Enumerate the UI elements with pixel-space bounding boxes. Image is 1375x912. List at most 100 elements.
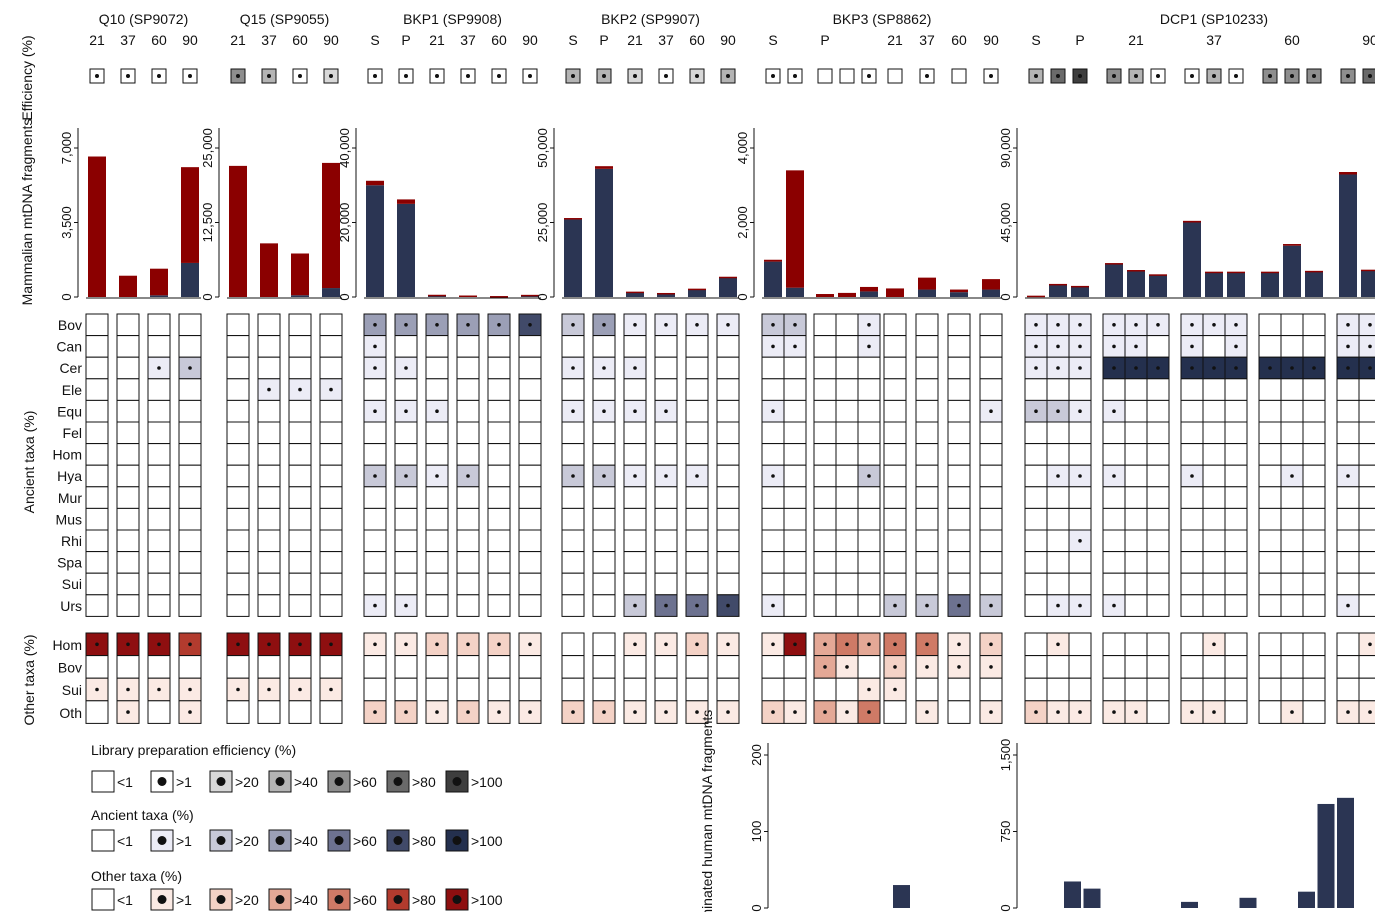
ancient-cell	[654, 356, 678, 380]
ancient-cell	[1102, 421, 1126, 445]
efficiency-dot	[1234, 74, 1238, 78]
other-dot	[126, 687, 130, 692]
efficiency-dot	[157, 74, 161, 78]
sample-label: 21	[887, 32, 903, 48]
other-cell	[947, 700, 971, 724]
mammal-bar	[1339, 174, 1357, 297]
y-tick-label: 12,500	[200, 203, 215, 243]
other-dot	[373, 642, 377, 647]
ancient-cell	[456, 356, 480, 380]
ancient-cell	[85, 572, 109, 596]
ancient-cell	[1124, 594, 1148, 617]
other-dot	[925, 642, 929, 647]
efficiency-dot	[571, 74, 575, 78]
ancient-dot	[867, 344, 871, 349]
ancient-cell	[1280, 399, 1304, 423]
ancient-cell	[685, 356, 709, 380]
sample-label: 37	[460, 32, 476, 48]
ancient-cell	[654, 486, 678, 509]
ancient-cell	[288, 464, 312, 488]
efficiency-dot	[404, 74, 408, 78]
ancient-cell	[1280, 486, 1304, 509]
sample-label: 37	[261, 32, 277, 48]
legend-dot	[275, 777, 285, 786]
ancient-cell	[456, 335, 480, 358]
ancient-cell	[226, 486, 250, 509]
ancient-cell	[394, 443, 418, 466]
efficiency-dot	[793, 74, 797, 78]
ancient-cell	[883, 486, 907, 509]
other-dot	[466, 642, 470, 647]
ancient-cell	[487, 443, 511, 466]
efficiency-dot	[664, 74, 668, 78]
ancient-cell	[1124, 421, 1148, 445]
ancient-dot	[1056, 323, 1060, 327]
ancient-cell	[685, 399, 709, 423]
ancient-cell	[518, 594, 542, 617]
other-cell	[257, 700, 281, 724]
ancient-cell	[1068, 378, 1092, 401]
ancient-dot	[404, 603, 408, 608]
ancient-cell	[319, 399, 343, 423]
legend-label: >1	[176, 774, 192, 790]
ancient-cell	[116, 464, 140, 488]
ancient-cell	[685, 443, 709, 466]
ancient-cell	[761, 443, 785, 466]
ancient-cell	[1358, 486, 1375, 509]
ancient-dot	[1078, 603, 1082, 608]
other-cell	[1224, 632, 1248, 657]
ancient-cell	[518, 356, 542, 380]
ancient-cell	[716, 399, 740, 423]
ancient-cell	[1202, 551, 1226, 574]
y-tick-label: 40,000	[337, 128, 352, 168]
ancient-cell	[1024, 529, 1048, 553]
ancient-dot	[373, 344, 377, 349]
ancient-cell	[518, 378, 542, 401]
ancient-dot	[435, 409, 439, 414]
efficiency-dot	[435, 74, 439, 78]
other-dot	[989, 710, 993, 714]
ancient-cell	[883, 399, 907, 423]
ancient-cell	[288, 443, 312, 466]
other-cell	[1180, 655, 1204, 679]
other-dot	[188, 687, 192, 692]
other-cell	[1258, 655, 1282, 679]
ancient-cell	[979, 464, 1003, 488]
ancient-cell	[947, 486, 971, 509]
deaminated-bar	[1298, 891, 1315, 908]
other-dot	[157, 642, 161, 647]
other-cell	[761, 655, 785, 679]
ancient-cell	[1358, 551, 1375, 574]
ancient-cell	[685, 335, 709, 358]
ancient-cell	[1102, 443, 1126, 466]
ancient-cell	[813, 464, 837, 488]
ancient-cell	[1046, 529, 1070, 553]
efficiency-dot	[188, 74, 192, 78]
ancient-dot	[373, 323, 377, 327]
efficiency-dot	[1368, 74, 1372, 78]
efficiency-dot	[1290, 74, 1294, 78]
other-cell	[1258, 632, 1282, 657]
ancient-cell	[947, 529, 971, 553]
ancient-cell	[319, 507, 343, 531]
ancient-cell	[226, 507, 250, 531]
ancient-cell	[518, 572, 542, 596]
human-bar	[1149, 274, 1167, 276]
mammal-bar	[786, 287, 804, 297]
ancient-cell	[654, 421, 678, 445]
legend-dot	[157, 895, 167, 904]
other-cell	[363, 677, 387, 702]
ancient-cell	[319, 313, 343, 337]
ancient-cell	[761, 356, 785, 380]
other-cell	[394, 655, 418, 679]
efficiency-dot	[298, 74, 302, 78]
efficiency-dot	[633, 74, 637, 78]
ancient-dot	[925, 603, 929, 608]
efficiency-dot	[1112, 74, 1116, 78]
ancient-cell	[857, 399, 881, 423]
ancient-cell	[288, 594, 312, 617]
other-cell	[857, 655, 881, 679]
ancient-cell	[1224, 507, 1248, 531]
ancient-cell	[1146, 378, 1170, 401]
ancient-cell	[716, 529, 740, 553]
